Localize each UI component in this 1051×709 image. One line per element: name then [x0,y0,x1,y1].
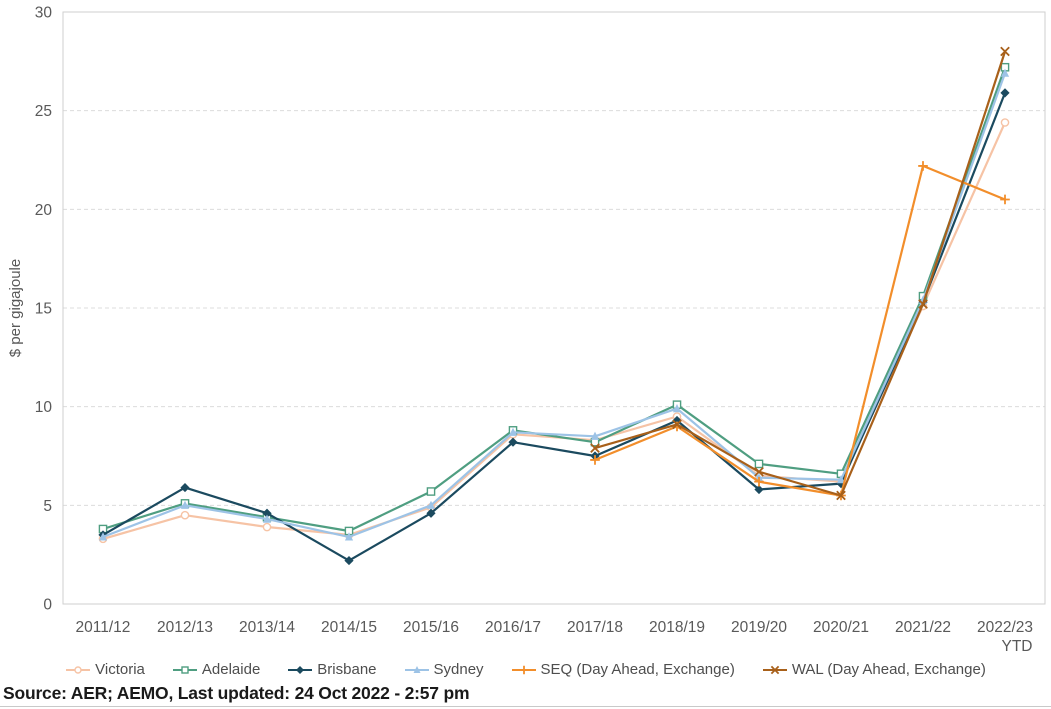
marker-triangle [180,500,190,509]
series-brisbane [98,88,1010,566]
legend-item-seq-day-ahead-exchange[interactable]: SEQ (Day Ahead, Exchange) [511,661,735,678]
x-axis-label: 2022/23 [977,619,1033,636]
series-line [101,121,1007,540]
legend-item-brisbane[interactable]: Brisbane [287,661,377,678]
marker-square [426,487,436,496]
y-axis-label: 30 [35,5,53,22]
x-axis-label: 2011/12 [76,619,131,636]
legend-item-sydney[interactable]: Sydney [404,661,484,678]
y-axis-label: 15 [35,301,52,318]
y-axis-label: 25 [35,103,52,120]
marker-plus [590,455,600,465]
series-line [593,164,1007,497]
marker-x [836,490,846,501]
series-seq-day-ahead-exchange [590,161,1010,501]
legend-label: Victoria [95,661,145,678]
x-axis-label: 2014/15 [321,619,377,636]
marker-diamond [180,482,190,493]
marker-x [672,419,682,430]
marker-diamond [344,555,354,566]
legend-item-wal-day-ahead-exchange[interactable]: WAL (Day Ahead, Exchange) [762,661,986,678]
legend-marker-icon [66,665,91,674]
marker-triangle [262,514,272,523]
marker-triangle [672,404,682,413]
marker-diamond [426,508,436,518]
marker-diamond [262,508,272,518]
marker-x [754,466,764,477]
marker-x [770,665,780,674]
marker-diamond [296,665,305,674]
legend-marker-icon [172,665,197,674]
chart-legend: Victoria Adelaide Brisbane Sydney SEQ (Day A… [0,661,1051,678]
marker-x [1000,46,1010,57]
legend-label: Brisbane [317,661,377,678]
series-line [101,91,1007,562]
marker-x [918,299,928,309]
x-axis-label: 2013/14 [239,619,295,636]
x-axis-label: 2017/18 [567,619,623,636]
marker-x [590,443,600,453]
marker-square [181,665,189,674]
y-axis-label: 0 [43,597,52,614]
marker-triangle [426,500,436,509]
price-line-chart: 0 5 10 15 20 25 30 $ per gigajoule 2011/12 2012/1… [7,5,1046,655]
x-axis-label: 2012/13 [157,619,213,636]
series-sydney [98,68,1010,541]
marker-circle [262,522,272,532]
source-attribution: Source: AER; AEMO, Last updated: 24 Oct … [3,683,470,703]
marker-plus [918,161,928,171]
legend-marker-icon [404,665,429,673]
marker-triangle [344,532,354,541]
x-axis-label-suffix: YTD [1002,638,1033,655]
x-axis-label: 2021/22 [895,619,951,636]
legend-label: WAL (Day Ahead, Exchange) [791,661,986,678]
marker-square [754,459,764,469]
legend-marker-icon [762,665,787,674]
y-axis-title: $ per gigajoule [7,259,24,357]
legend-item-victoria[interactable]: Victoria [65,661,145,678]
y-axis-label: 20 [35,202,53,219]
legend-marker-icon [511,665,536,674]
legend-label: Adelaide [201,661,261,678]
marker-diamond [508,437,518,447]
legend-label: SEQ (Day Ahead, Exchange) [540,661,735,678]
marker-diamond [1000,88,1010,98]
marker-circle [1000,118,1010,127]
marker-circle [180,510,190,520]
series-line [101,66,1007,533]
x-axis-label: 2015/16 [403,619,459,636]
legend-marker-icon [288,665,313,674]
y-axis-label: 5 [43,498,52,515]
marker-diamond [754,484,764,495]
x-axis-label: 2018/19 [649,619,705,636]
marker-triangle [508,427,518,436]
marker-circle [74,665,82,674]
x-axis-label: 2019/20 [731,619,787,636]
marker-triangle [98,532,108,541]
series-victoria [98,118,1010,544]
legend-item-adelaide[interactable]: Adelaide [172,661,260,678]
y-axis-label: 10 [35,399,53,416]
marker-triangle [836,475,846,484]
bottom-divider [0,706,1051,707]
legend-label: Sydney [433,661,484,678]
marker-plus [1000,194,1010,205]
marker-triangle [590,431,600,440]
x-axis-label: 2020/21 [813,619,869,636]
marker-triangle [1000,68,1010,77]
series-adelaide [98,62,1010,536]
marker-triangle [413,665,420,673]
series-wal-day-ahead-exchange [590,46,1010,501]
marker-plus [754,476,764,487]
x-axis-label: 2016/17 [485,619,541,636]
series-line [101,72,1007,538]
series-line [593,50,1007,497]
marker-plus [519,665,528,674]
plot-border [62,11,1046,605]
